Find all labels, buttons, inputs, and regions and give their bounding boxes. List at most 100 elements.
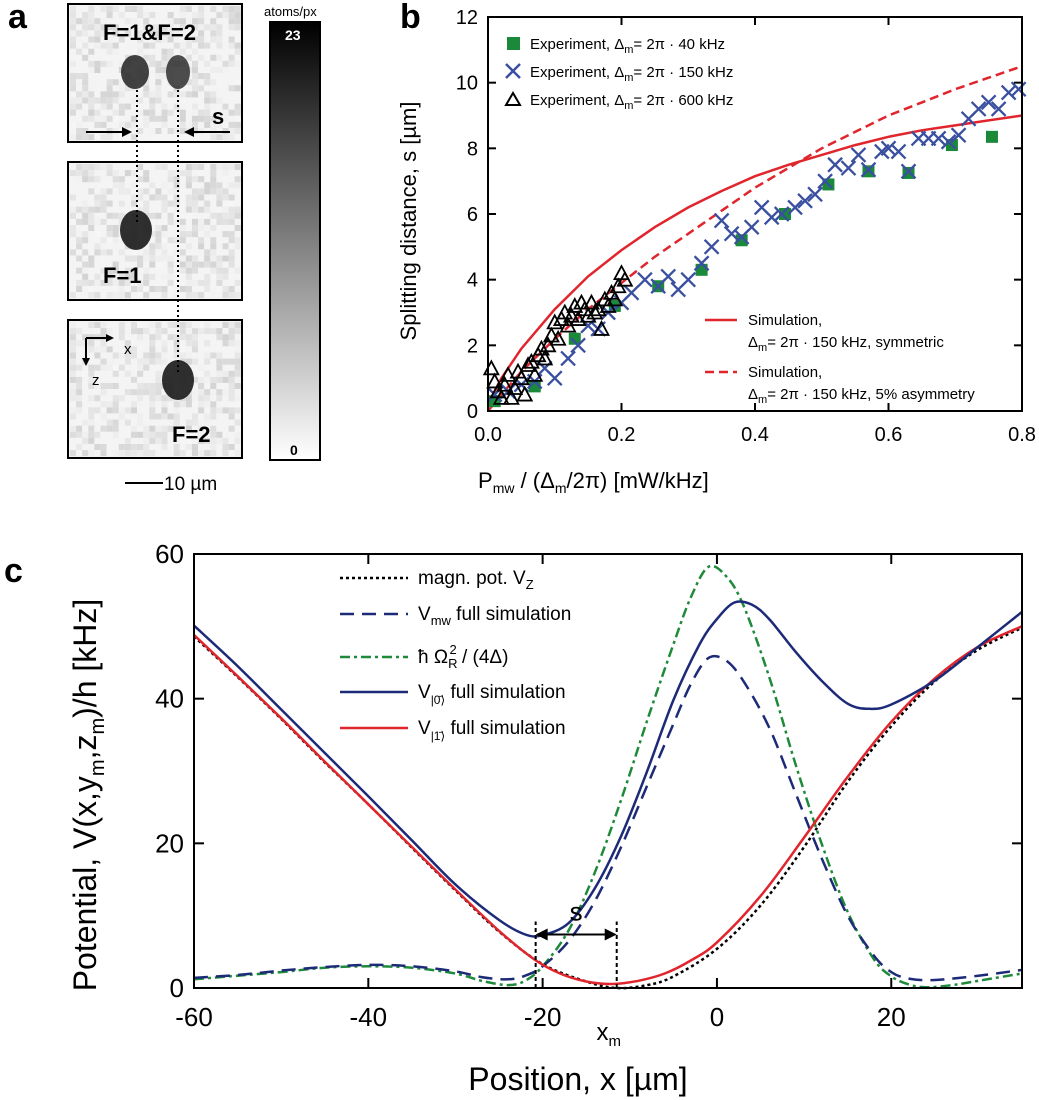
data-point-s0-7 (779, 208, 792, 220)
y-axis-title: Potential, V(x,ym,zm)/h [kHz] (67, 599, 109, 992)
y-tick-label: 20 (155, 828, 184, 858)
data-point-s2-31 (586, 303, 604, 320)
legend-triangle-marker (504, 91, 522, 106)
y-tick-label: 0 (170, 973, 184, 1003)
data-point-s1-42 (940, 133, 957, 150)
x-axis-arrow-head (106, 334, 114, 342)
data-point-s2-20 (549, 329, 567, 346)
legend: magn. pot. VZ Vmw full simulation ħ ΩR2 … (340, 568, 571, 743)
data-point-s1-28 (797, 193, 813, 209)
chart-panel-b: 0.0 0.2 0.4 0.6 0.8 0 2 4 6 8 10 12 Splitting dista… (396, 7, 1036, 496)
panel-a-label: a (8, 0, 28, 36)
y-tick-label: 2 (467, 335, 478, 357)
absorption-image-1: F=1&F=2 s (67, 3, 243, 143)
data-point-s1-45 (970, 101, 987, 117)
xm-label: xm (596, 1019, 621, 1050)
data-point-s1-17 (680, 271, 697, 288)
data-point-s2-30 (582, 293, 600, 310)
data-point-s2-5 (499, 365, 517, 382)
data-point-s2-13 (526, 365, 544, 382)
legend-entry-sim-asymmetry: Simulation, Δm= 2π · 150 kHz, 5% asymmet… (705, 364, 975, 406)
colorbar-unit: atoms/px (264, 4, 317, 19)
x-tick-label: 0.6 (875, 424, 903, 446)
colorbar-max: 23 (285, 27, 301, 43)
data-point-s1-30 (817, 173, 833, 189)
series-line-1 (193, 654, 1023, 982)
colorbar-min: 0 (290, 442, 298, 458)
data-point-s2-15 (532, 339, 550, 356)
s-label: s (570, 896, 583, 926)
panel-b-label: b (400, 0, 421, 36)
svg-text:ħ ΩR2 / (4Δ): ħ ΩR2 / (4Δ) (418, 642, 508, 671)
data-point-s1-32 (840, 160, 857, 176)
data-point-s2-4 (496, 375, 514, 392)
absorption-image-3: F=2 x z (67, 319, 243, 459)
data-point-s2-32 (589, 300, 607, 317)
x-tick-label: -40 (350, 1002, 388, 1032)
arrow-left-head (122, 127, 132, 137)
data-point-s0-10 (902, 166, 915, 179)
colorbar: atoms/px 23 0 (264, 4, 321, 461)
series-line-2 (193, 564, 1023, 989)
image-noise (70, 322, 241, 457)
colorbar-gradient (269, 21, 321, 461)
data-point-s2-33 (592, 320, 610, 336)
data-point-s1-36 (880, 140, 897, 157)
data-point-s2-16 (536, 349, 554, 366)
data-point-s0-5 (695, 263, 708, 276)
svg-text:V|0̄⟩ full simulation: V|0̄⟩ full simulation (418, 682, 566, 707)
data-point-s2-7 (506, 379, 524, 395)
data-point-s1-25 (763, 209, 780, 226)
data-point-s1-43 (950, 127, 967, 144)
data-point-s2-26 (569, 310, 587, 326)
data-point-s2-40 (616, 270, 634, 287)
series-line-4 (193, 625, 1023, 986)
legend-entry-magn-pot: magn. pot. VZ (340, 568, 534, 592)
x-tick-label: 0.8 (1008, 424, 1036, 446)
x-tick-label: 0.2 (608, 424, 636, 446)
data-point-s1-49 (1010, 81, 1027, 98)
x-tick-label: 20 (877, 1002, 906, 1032)
y-tick-label: 0 (467, 401, 478, 423)
y-tick-label: 4 (467, 270, 478, 292)
axis-ticks: -60 -40 -20 0 20 0 20 40 60 (155, 539, 1022, 1032)
plot-frame (193, 553, 1023, 989)
data-point-s1-46 (980, 94, 997, 111)
y-tick-label: 6 (467, 204, 478, 226)
svg-text:Δm= 2π · 150 kHz, 5% asymmetry: Δm= 2π · 150 kHz, 5% asymmetry (748, 386, 975, 406)
legend-entry-v1: V|1̄⟩ full simulation (340, 718, 566, 743)
series-line-4 (487, 65, 1023, 412)
data-point-s2-19 (546, 313, 564, 330)
z-axis-arrow-head (82, 358, 90, 366)
data-point-s2-9 (512, 369, 530, 386)
data-point-s1-37 (890, 143, 907, 160)
y-tick-label: 8 (467, 138, 478, 160)
data-point-s2-0 (482, 359, 500, 376)
data-point-s0-9 (862, 165, 875, 178)
legend-x-marker (505, 63, 521, 79)
data-point-s1-34 (860, 161, 877, 178)
legend-entry-40khz: Experiment, Δm= 2π · 40 kHz (507, 36, 725, 56)
y-axis-title: Splitting distance, s [µm] (396, 102, 421, 341)
data-point-s2-6 (502, 388, 520, 405)
atom-cloud-f1 (120, 210, 152, 250)
legend-entry-vmw: Vmw full simulation (340, 604, 571, 628)
y-tick-label: 60 (155, 539, 184, 569)
legend-entry-rabi: ħ ΩR2 / (4Δ) (340, 642, 508, 671)
data-point-s0-2 (568, 332, 581, 345)
data-point-s1-12 (623, 284, 640, 301)
plot-area: s xm (193, 553, 1023, 1050)
data-point-s2-10 (516, 385, 534, 402)
data-point-s1-38 (900, 163, 917, 180)
data-point-s1-23 (743, 219, 760, 235)
legend-experiment: Experiment, Δm= 2π · 40 kHz Experiment, … (504, 36, 733, 112)
x-tick-label: 0.4 (741, 424, 769, 446)
data-point-s1-29 (807, 186, 823, 203)
panel-c-label: c (4, 552, 23, 590)
atom-cloud-f2 (162, 360, 194, 400)
x-axis-title: Position, x [µm] (468, 1061, 687, 1097)
data-point-s1-27 (787, 199, 803, 216)
series-line-3 (486, 114, 1023, 405)
y-tick-label: 12 (456, 7, 478, 29)
